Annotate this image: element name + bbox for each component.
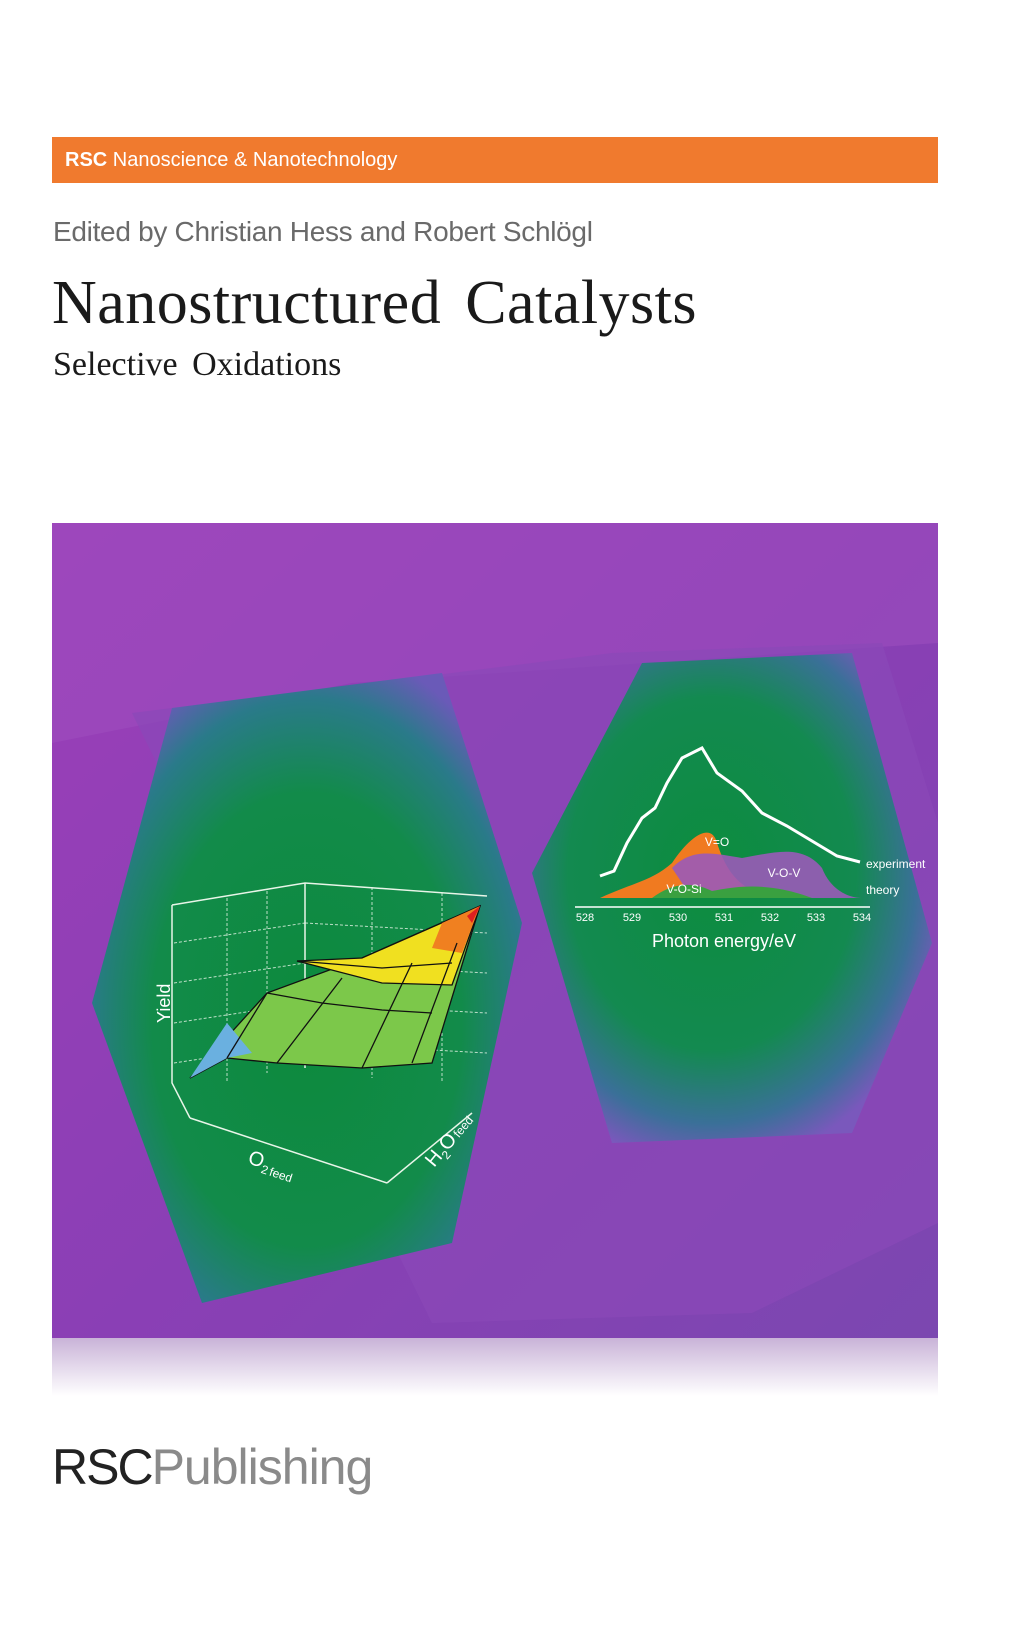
spectrum-tick: 531	[715, 912, 733, 924]
experiment-label: experiment	[866, 857, 926, 871]
x-axis-label: O2feed	[245, 1147, 298, 1185]
series-name: Nanoscience & Nanotechnology	[112, 149, 398, 171]
surface-mesh	[189, 904, 482, 1079]
publisher-brand: RSC	[52, 1439, 154, 1495]
spectrum-tick: 529	[623, 912, 641, 924]
publisher-logo: RSCPublishing	[52, 1438, 374, 1496]
vo-label: V=O	[705, 835, 729, 849]
spectrum-tick: 534	[853, 912, 871, 924]
book-title: Nanostructured Catalysts	[52, 269, 698, 337]
experiment-curve	[599, 746, 861, 878]
series-banner: RSC Nanoscience & Nanotechnology	[52, 137, 938, 183]
spectrum-tick: 528	[576, 912, 594, 924]
z-axis-label: Yield	[154, 984, 174, 1023]
xas-spectrum: 528 529 530 531 532 533 534 Photon energ…	[575, 746, 926, 951]
book-subtitle: Selective Oxidations	[53, 346, 342, 383]
theory-vov-peak	[672, 851, 862, 898]
publisher-name: Publishing	[151, 1439, 374, 1495]
spectrum-xlabel: Photon energy/eV	[652, 931, 796, 951]
vov-label: V-O-V	[768, 866, 801, 880]
spectrum-tick: 533	[807, 912, 825, 924]
spectrum-tick: 530	[669, 912, 687, 924]
theory-label: theory	[866, 883, 899, 897]
spectrum-tick: 532	[761, 912, 779, 924]
editors: Edited by Christian Hess and Robert Schl…	[53, 216, 593, 247]
vosi-label: V-O-Si	[666, 882, 701, 896]
cover-image: Yield O2feed H2Ofeed 528 529 530 531 532…	[52, 523, 938, 1396]
series-brand: RSC	[65, 149, 108, 171]
theory-vosi-peak	[652, 884, 812, 898]
